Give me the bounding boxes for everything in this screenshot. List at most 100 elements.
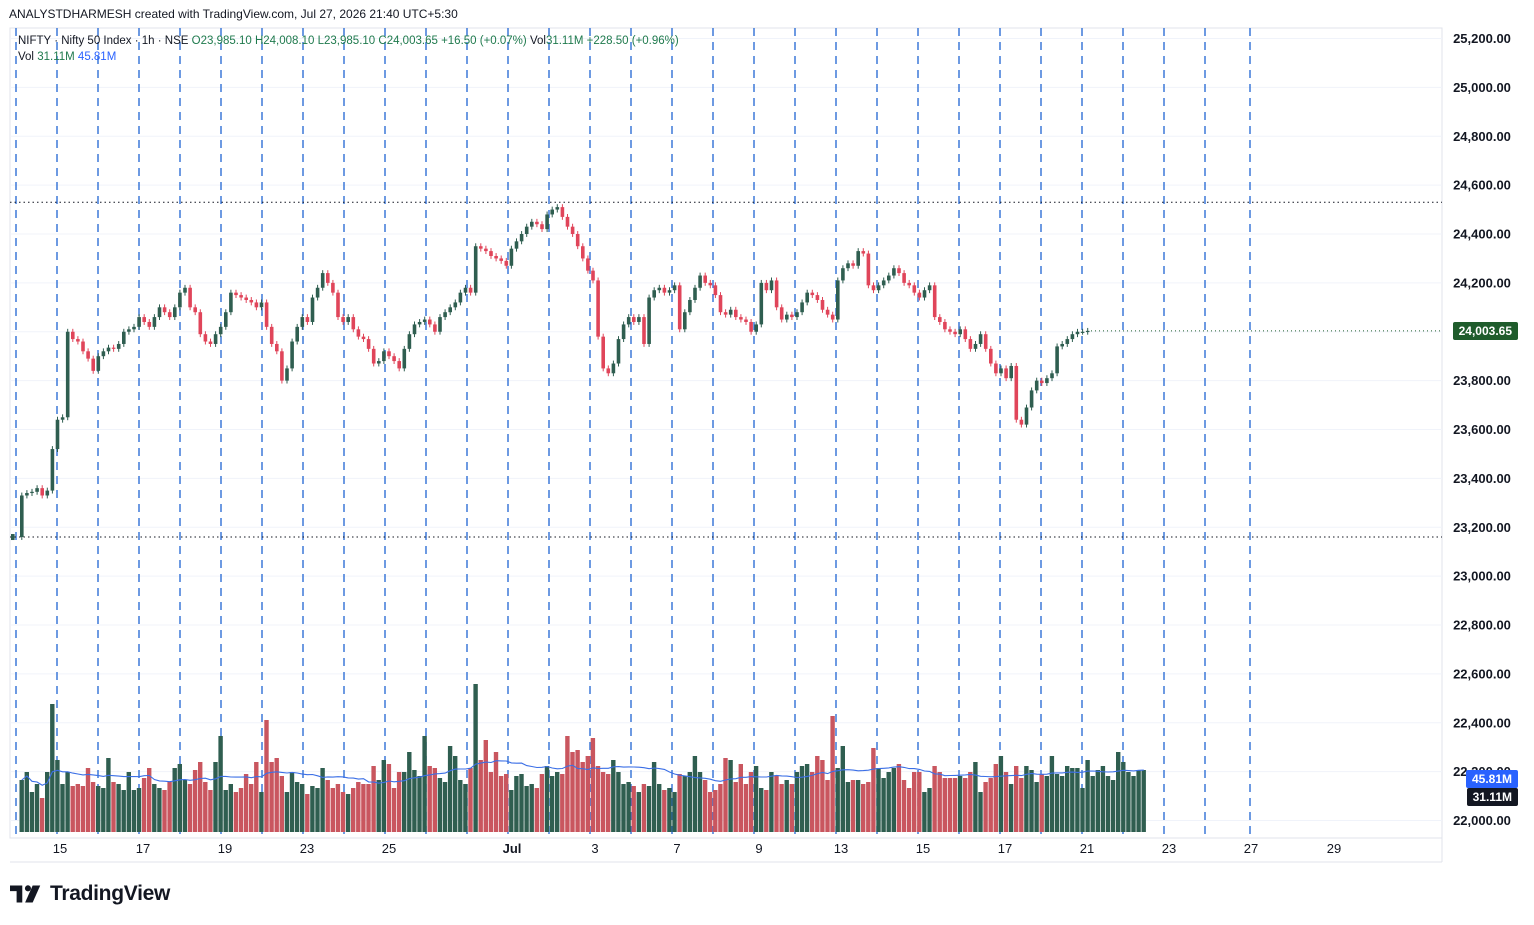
- candle: [269, 323, 274, 347]
- candle-body: [902, 273, 906, 283]
- candle: [106, 344, 111, 355]
- candle: [234, 289, 238, 299]
- candle: [1080, 328, 1085, 335]
- candle-body: [295, 326, 299, 342]
- volume-bar: [871, 748, 876, 832]
- volume-bar: [560, 774, 565, 832]
- candle: [815, 292, 820, 303]
- candle: [1019, 416, 1024, 428]
- volume-bar: [111, 782, 116, 832]
- candle-body: [106, 347, 111, 352]
- candle-body: [1014, 365, 1019, 420]
- volume-bar: [1065, 766, 1070, 832]
- candle-body: [356, 329, 361, 337]
- candle: [1065, 336, 1070, 347]
- volume-legend-value: 31.11M: [37, 51, 75, 63]
- volume-bar: [422, 736, 427, 832]
- volume-bar: [825, 780, 830, 832]
- candle-body: [290, 341, 294, 369]
- candle: [999, 365, 1003, 377]
- volume-bar: [101, 788, 106, 832]
- candle: [769, 277, 774, 294]
- candle-body: [351, 317, 356, 330]
- volume-bar: [432, 768, 437, 832]
- candle: [978, 331, 983, 347]
- candle-body: [948, 329, 952, 332]
- candle-body: [943, 321, 947, 330]
- price-tick-label: 22,800.00: [1453, 618, 1511, 633]
- candle: [147, 319, 152, 330]
- candle-body: [621, 324, 626, 340]
- price-tick-label: 23,000.00: [1453, 569, 1511, 584]
- candle: [351, 314, 356, 333]
- tradingview-logo[interactable]: TradingView: [10, 882, 170, 906]
- candle: [907, 279, 911, 289]
- candle: [76, 336, 80, 345]
- candle: [40, 485, 44, 499]
- candle-body: [530, 221, 534, 227]
- candle-body: [754, 324, 758, 332]
- legend-open: O23,985.10: [191, 35, 252, 47]
- volume-bar: [407, 752, 412, 832]
- volume-bar: [606, 774, 611, 832]
- time-tick-label: 21: [1080, 841, 1094, 856]
- volume-bar: [447, 746, 453, 832]
- volume-bar: [310, 786, 315, 832]
- candle-body: [1040, 380, 1044, 384]
- candle: [830, 311, 835, 323]
- candle-body: [958, 329, 962, 335]
- time-tick-label: 3: [591, 841, 598, 856]
- volume-bar: [983, 782, 988, 832]
- candle: [581, 243, 585, 262]
- candle: [387, 348, 391, 360]
- volume-bar: [187, 784, 193, 832]
- candle: [111, 344, 116, 352]
- candle: [708, 279, 713, 289]
- legend-high: H24,008.10: [254, 35, 315, 47]
- candle-body: [397, 361, 401, 369]
- volume-bar: [1110, 780, 1116, 832]
- candle: [703, 272, 707, 286]
- candle-body: [366, 339, 371, 349]
- volume-bar: [203, 782, 208, 832]
- candle-body: [790, 314, 794, 318]
- candle-body: [560, 207, 565, 217]
- candle-body: [667, 290, 672, 293]
- candle: [611, 360, 616, 377]
- candle-body: [1050, 373, 1054, 379]
- candle-body: [25, 493, 29, 496]
- volume-bar: [565, 736, 570, 832]
- price-tick-label: 24,600.00: [1453, 178, 1511, 193]
- candle: [35, 485, 39, 495]
- volume-bar: [779, 784, 784, 832]
- volume-bar: [55, 760, 60, 832]
- candle-body: [239, 295, 243, 298]
- volume-bar: [75, 784, 80, 832]
- legend-close: C24,003.65: [378, 35, 438, 47]
- volume-bar: [794, 772, 800, 832]
- candle: [994, 360, 998, 377]
- candle-body: [881, 280, 886, 286]
- volume-ma-line: [21, 760, 1144, 786]
- volume-bar: [361, 784, 366, 832]
- candle-body: [647, 297, 651, 344]
- time-tick-label: 17: [136, 841, 150, 856]
- candle-body: [688, 299, 692, 313]
- legend-vol-change: +228.50 (+0.96%): [586, 35, 679, 47]
- candle: [922, 287, 927, 301]
- candle-body: [473, 246, 478, 293]
- volume-bar: [90, 782, 96, 832]
- candle-body: [1034, 380, 1039, 391]
- candle: [647, 294, 651, 347]
- candle-body: [581, 246, 585, 259]
- candle-body: [300, 317, 305, 327]
- candle-body: [779, 307, 784, 320]
- volume-bar: [549, 776, 555, 832]
- candle-body: [91, 358, 95, 371]
- candle-body: [1060, 343, 1064, 347]
- candle-body: [693, 287, 697, 300]
- candle-body: [116, 343, 121, 349]
- volume-bar: [753, 766, 759, 832]
- volume-bar: [973, 762, 978, 832]
